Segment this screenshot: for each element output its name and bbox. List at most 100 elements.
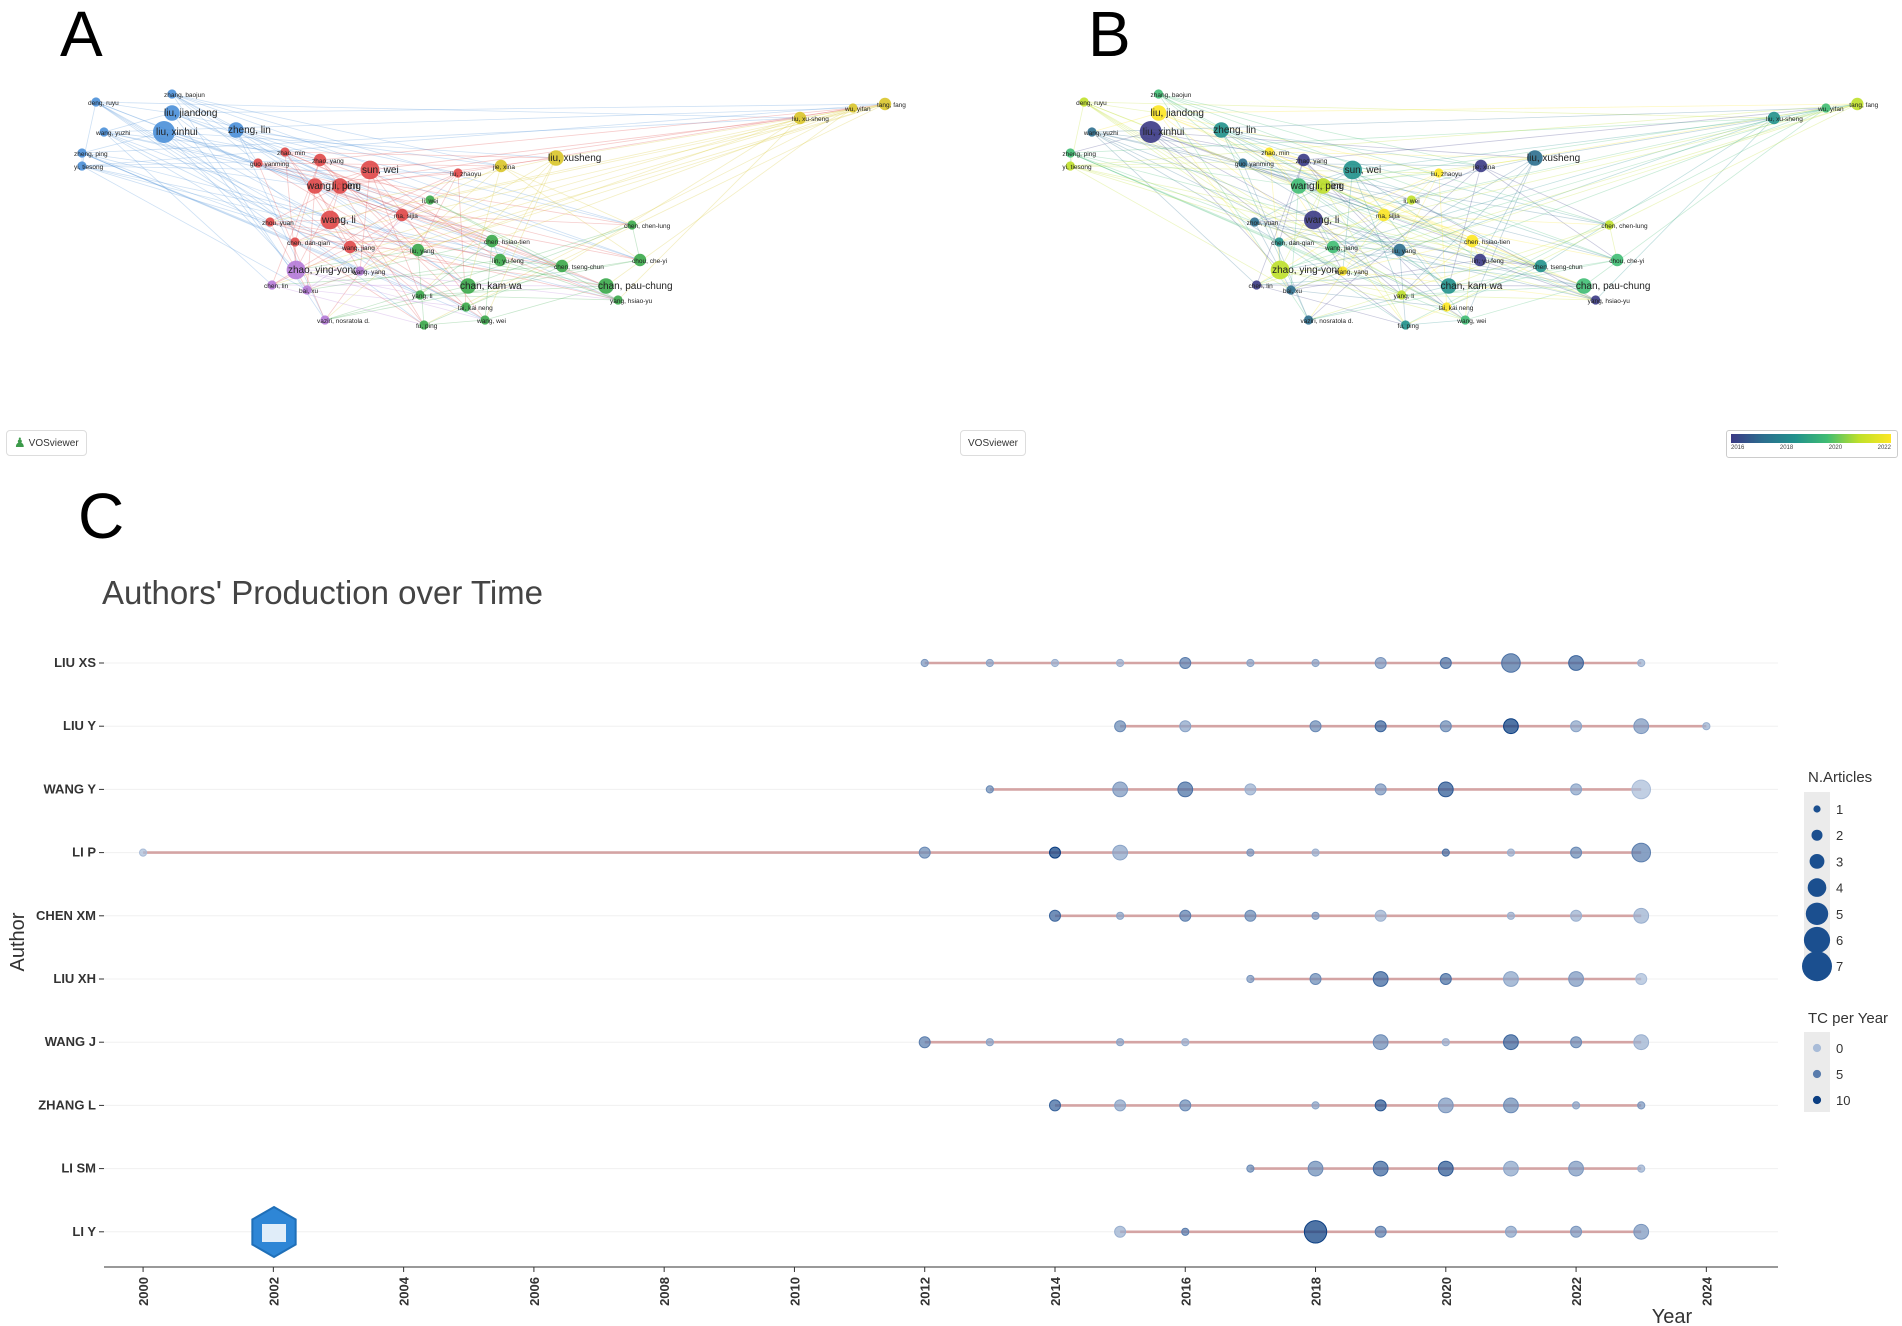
legend-size-point bbox=[1813, 805, 1821, 813]
network-node-label: lai, kai neng bbox=[1439, 305, 1474, 312]
x-tick-label: 2018 bbox=[1309, 1277, 1324, 1306]
network-node-label: wang, jiang bbox=[341, 245, 375, 252]
data-point bbox=[1114, 1099, 1127, 1112]
network-edge bbox=[484, 157, 557, 321]
data-point bbox=[1179, 909, 1192, 922]
network-edge bbox=[467, 224, 633, 287]
data-point bbox=[1441, 1038, 1450, 1047]
x-tick-label: 2020 bbox=[1439, 1277, 1454, 1306]
network-node-label: liu, jiandong bbox=[164, 108, 217, 119]
coauthor-network-overlay-view[interactable]: zhang, baojun deng, ruyu liu, jiandong liu,… bbox=[990, 60, 1902, 360]
network-node bbox=[1079, 97, 1089, 107]
network-edge bbox=[369, 117, 801, 171]
network-edge bbox=[1254, 221, 1596, 301]
network-node bbox=[1611, 253, 1624, 267]
data-point bbox=[920, 658, 929, 668]
data-point bbox=[1570, 909, 1583, 922]
network-node-label: wang, wei bbox=[476, 318, 506, 325]
network-edge bbox=[306, 289, 467, 308]
network-node-label: lin, yu-feng bbox=[492, 258, 524, 265]
network-edge bbox=[314, 103, 886, 187]
network-edge bbox=[257, 162, 403, 216]
panel-label-a: A bbox=[60, 0, 103, 70]
chart-title: Authors' Production over Time bbox=[102, 574, 543, 611]
network-edge bbox=[324, 259, 641, 321]
network-edge bbox=[95, 101, 173, 114]
network-edge bbox=[1332, 246, 1447, 308]
network-edge bbox=[1242, 162, 1385, 216]
network-node bbox=[1474, 159, 1488, 173]
data-point bbox=[1503, 1034, 1519, 1051]
network-edge bbox=[1254, 221, 1541, 267]
network-edge bbox=[171, 112, 619, 301]
network-node-label: sun, wei bbox=[1345, 165, 1382, 176]
network-node-label: wang, yuzhi bbox=[1083, 130, 1118, 137]
network-edge bbox=[339, 185, 493, 242]
x-axis-label: Year bbox=[1652, 1306, 1693, 1326]
data-point bbox=[1570, 1225, 1583, 1238]
data-point bbox=[1437, 1160, 1454, 1177]
network-edge bbox=[1256, 246, 1334, 286]
network-edge bbox=[103, 131, 296, 243]
x-tick-label: 2006 bbox=[527, 1277, 542, 1306]
network-edge bbox=[1280, 269, 1343, 272]
network-edge bbox=[349, 199, 431, 248]
network-node bbox=[1434, 168, 1444, 178]
network-edge bbox=[269, 221, 619, 301]
network-edge bbox=[401, 214, 641, 261]
network-node-label: zheng, lin bbox=[1213, 125, 1256, 136]
network-node bbox=[493, 253, 507, 267]
network-node bbox=[1150, 105, 1167, 121]
network-node bbox=[1297, 153, 1310, 167]
network-node-label: ma, sijia bbox=[394, 213, 418, 220]
data-point bbox=[985, 658, 994, 668]
network-edge bbox=[235, 129, 633, 226]
network-node bbox=[425, 195, 435, 205]
network-node bbox=[1397, 290, 1407, 300]
data-point bbox=[1048, 1099, 1061, 1112]
network-node-label: wang, chen bbox=[306, 181, 358, 192]
network-edge bbox=[1383, 214, 1618, 261]
network-node-label: jie, xina bbox=[1472, 164, 1495, 171]
network-edge bbox=[95, 101, 361, 272]
network-edge bbox=[1405, 306, 1447, 326]
data-point bbox=[1637, 1164, 1646, 1173]
network-edge bbox=[306, 270, 361, 291]
network-node bbox=[793, 111, 807, 125]
network-node bbox=[91, 97, 101, 107]
data-point bbox=[1307, 1160, 1324, 1177]
network-edge bbox=[1464, 240, 1473, 321]
network-edge bbox=[257, 162, 502, 167]
network-edge bbox=[1091, 131, 1447, 308]
network-edge bbox=[1070, 165, 1292, 291]
network-edge bbox=[284, 151, 297, 271]
network-edge bbox=[284, 151, 371, 171]
network-edge bbox=[1464, 157, 1536, 321]
data-point bbox=[1050, 658, 1060, 668]
network-node-label: zhou, yuan bbox=[1247, 220, 1279, 227]
coauthor-network-cluster-view[interactable]: zhang, baojun deng, ruyu liu, jiandong liu,… bbox=[0, 60, 950, 360]
network-edge bbox=[605, 107, 854, 287]
data-point bbox=[1570, 1036, 1583, 1049]
network-edge bbox=[1290, 117, 1775, 291]
network-edge bbox=[1298, 185, 1596, 301]
network-edge bbox=[1342, 240, 1473, 272]
network-node-label: liu, zhaoyu bbox=[450, 171, 481, 178]
data-point bbox=[1503, 971, 1519, 987]
y-tick-label: LIU XS bbox=[54, 655, 96, 670]
network-node bbox=[1139, 121, 1162, 143]
network-edge bbox=[324, 224, 633, 321]
network-node bbox=[307, 178, 323, 194]
network-edge bbox=[423, 319, 486, 326]
network-node bbox=[395, 208, 409, 222]
y-tick-label: LI P bbox=[72, 845, 96, 860]
network-edge bbox=[81, 131, 165, 154]
network-edge bbox=[1254, 169, 1353, 223]
network-node bbox=[1213, 122, 1230, 138]
colorbar-tick: 2022 bbox=[1877, 445, 1891, 451]
network-edge bbox=[314, 185, 619, 301]
network-edge bbox=[499, 157, 557, 261]
network-node-label: chan, pau-chung bbox=[1576, 281, 1651, 292]
network-edge bbox=[269, 157, 557, 223]
network-edge bbox=[1383, 165, 1482, 216]
